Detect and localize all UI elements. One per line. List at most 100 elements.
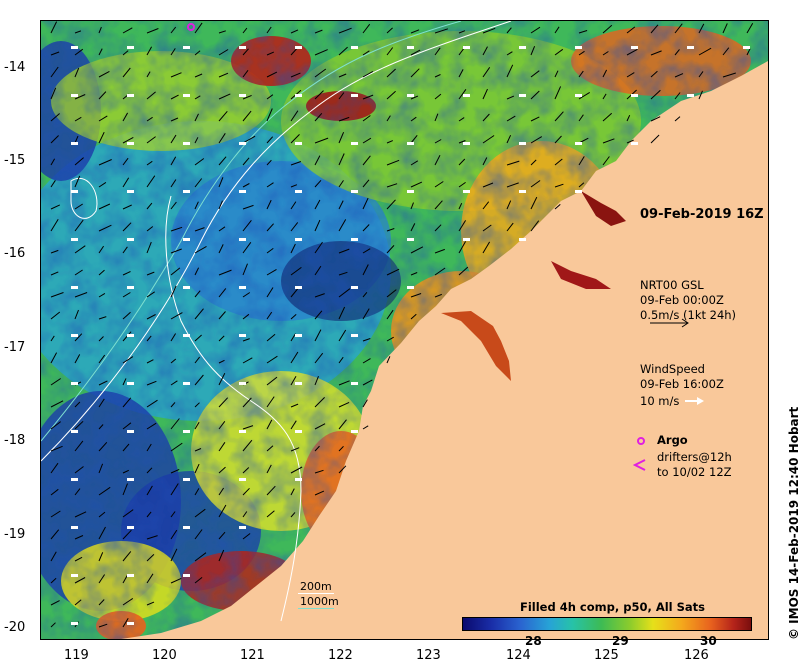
current-vector bbox=[146, 241, 152, 254]
wind-vector bbox=[183, 382, 190, 385]
currents-legend-scale: 0.5m/s (1kt 24h) bbox=[640, 308, 737, 322]
wind-vector bbox=[351, 94, 358, 97]
current-vector bbox=[314, 310, 323, 320]
wind-arrow-icon bbox=[685, 397, 704, 405]
current-vector bbox=[698, 47, 712, 56]
current-vector bbox=[650, 116, 661, 122]
current-vector bbox=[218, 420, 226, 430]
wind-vector bbox=[71, 478, 78, 481]
current-vector bbox=[290, 110, 299, 122]
current-vector bbox=[506, 115, 516, 122]
current-vector bbox=[242, 511, 248, 518]
current-vector bbox=[170, 402, 176, 408]
current-vector bbox=[50, 488, 59, 496]
current-vector bbox=[410, 313, 417, 320]
current-vector bbox=[50, 292, 64, 298]
current-vector bbox=[122, 469, 130, 474]
current-vector bbox=[146, 175, 156, 188]
current-vector bbox=[338, 380, 350, 386]
current-vector bbox=[458, 181, 466, 188]
lon-label: 122 bbox=[328, 648, 353, 663]
current-vector bbox=[194, 50, 201, 56]
current-vector bbox=[674, 49, 680, 56]
current-vector bbox=[194, 374, 204, 386]
current-vector bbox=[314, 68, 327, 78]
current-vector bbox=[194, 334, 202, 342]
current-vector bbox=[434, 113, 439, 122]
current-vector bbox=[194, 201, 199, 210]
wind-vector bbox=[295, 286, 302, 289]
current-vector bbox=[242, 263, 248, 276]
current-vector bbox=[434, 28, 449, 34]
current-vector bbox=[362, 137, 372, 144]
current-vector bbox=[74, 354, 81, 364]
current-vector bbox=[50, 87, 57, 100]
current-vector bbox=[458, 140, 466, 144]
current-vector bbox=[146, 28, 159, 34]
drifters-legend-title: drifters@12h bbox=[657, 450, 732, 464]
current-vector bbox=[338, 46, 348, 56]
current-vector bbox=[338, 445, 344, 452]
current-vector bbox=[194, 402, 200, 408]
current-vector bbox=[170, 134, 177, 144]
current-vector bbox=[122, 356, 134, 364]
current-vector bbox=[362, 50, 370, 56]
current-vector bbox=[98, 26, 102, 34]
sst-map[interactable] bbox=[40, 20, 769, 640]
current-vector bbox=[50, 249, 59, 254]
wind-vector bbox=[239, 334, 246, 337]
current-vector bbox=[74, 94, 86, 100]
current-vector bbox=[482, 135, 495, 144]
current-vector bbox=[338, 329, 347, 342]
current-vector bbox=[122, 271, 131, 276]
current-vector bbox=[314, 352, 324, 364]
current-vector bbox=[194, 577, 203, 584]
wind-vector bbox=[127, 334, 134, 337]
lat-label: -20 bbox=[4, 620, 26, 635]
wind-vector bbox=[127, 526, 134, 529]
current-vector bbox=[74, 401, 81, 408]
current-vector bbox=[242, 467, 250, 474]
current-vector bbox=[266, 182, 274, 188]
current-vector bbox=[98, 441, 108, 452]
current-vector bbox=[242, 313, 250, 320]
current-vector bbox=[266, 311, 273, 320]
current-vector bbox=[314, 445, 320, 452]
isobath-200m-inner bbox=[165, 195, 302, 622]
wind-vector bbox=[71, 46, 78, 49]
current-vector bbox=[578, 50, 585, 56]
wind-vector bbox=[631, 142, 638, 145]
current-vector bbox=[506, 160, 520, 166]
current-vector bbox=[146, 116, 153, 122]
current-vector bbox=[410, 160, 419, 166]
current-vector bbox=[554, 70, 559, 78]
current-vector bbox=[98, 115, 108, 122]
land-mass bbox=[121, 21, 768, 639]
current-vector bbox=[386, 245, 395, 254]
wind-vector bbox=[295, 334, 302, 337]
current-vector bbox=[74, 511, 87, 518]
current-vector bbox=[170, 48, 176, 56]
current-vector bbox=[554, 86, 562, 100]
argo-float-marker[interactable] bbox=[187, 23, 195, 31]
current-vector bbox=[266, 94, 274, 100]
current-vector bbox=[362, 358, 371, 364]
wind-vector bbox=[71, 142, 78, 145]
current-vector bbox=[386, 268, 400, 276]
current-vector bbox=[122, 574, 129, 584]
current-vector bbox=[74, 466, 84, 474]
current-vector bbox=[218, 177, 224, 188]
current-vector bbox=[626, 72, 635, 78]
current-vector bbox=[338, 401, 350, 408]
current-vector bbox=[506, 200, 512, 210]
current-vector bbox=[50, 421, 62, 430]
current-vector bbox=[98, 203, 111, 210]
current-vector bbox=[362, 197, 369, 210]
wind-vector bbox=[295, 478, 302, 481]
current-vector bbox=[146, 399, 158, 408]
current-vector bbox=[482, 113, 490, 122]
current-vector bbox=[458, 241, 467, 254]
current-vector bbox=[266, 26, 272, 34]
current-vector bbox=[98, 316, 107, 320]
current-vector bbox=[386, 27, 393, 34]
